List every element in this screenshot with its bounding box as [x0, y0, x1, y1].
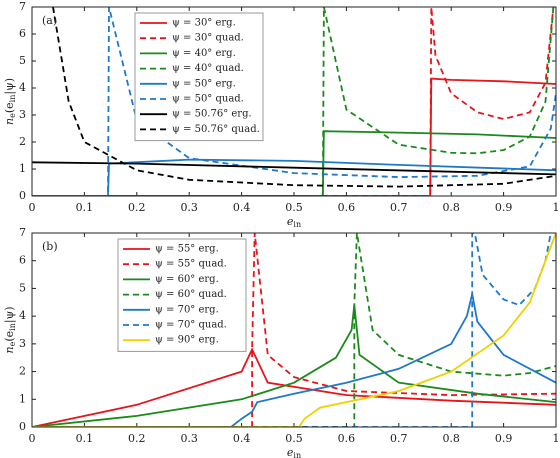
label-part: |ψ) — [3, 307, 17, 324]
x-tick-label: 0.1 — [76, 201, 94, 214]
legend-label: ψ = 55° quad. — [155, 259, 227, 270]
label-part: e — [287, 446, 294, 458]
y-tick-label: 6 — [19, 27, 26, 40]
legend-label: ψ = 30° quad. — [172, 33, 244, 44]
series-line — [32, 158, 556, 196]
label-subscript: in — [293, 220, 301, 229]
panel: 0 0.1 0.2 0.3 0.4 0.5 0.6 0.7 0.8 0.9 1 0 1 2 3 4 5 6 7 (b)… — [3, 226, 560, 458]
legend-label: ψ = 50° quad. — [172, 94, 244, 105]
y-tick-label: 7 — [19, 226, 26, 239]
panel-label: (b) — [42, 240, 58, 253]
series-line — [32, 7, 555, 196]
x-tick-label: 0.7 — [390, 201, 408, 214]
legend-box — [134, 12, 264, 142]
y-tick-label: 2 — [19, 135, 26, 148]
y-tick-label: 4 — [19, 81, 26, 94]
y-tick-label: 1 — [19, 392, 26, 405]
label-subscript: in — [293, 451, 301, 458]
panel: 0 0.1 0.2 0.3 0.4 0.5 0.6 0.7 0.8 0.9 1 0 1 2 3 4 5 6 7 (a)… — [3, 0, 560, 229]
x-tick-label: 0.2 — [128, 201, 146, 214]
legend-label: ψ = 70° erg. — [155, 304, 219, 315]
series-line — [32, 305, 556, 427]
y-tick-label: 5 — [19, 54, 26, 67]
x-tick-label: 0.9 — [495, 201, 513, 214]
plot-frame — [31, 232, 557, 428]
x-tick-label: 0.3 — [180, 432, 198, 445]
x-tick-label: 0.9 — [495, 432, 513, 445]
x-tick-label: 0.5 — [285, 201, 303, 214]
legend-label: ψ = 50.76° erg. — [172, 109, 252, 120]
label-subscript: e — [8, 341, 17, 346]
panel-label: (a) — [42, 14, 57, 27]
axis-label: ne(ein|ψ) — [3, 78, 17, 125]
x-tick-label: 0.3 — [180, 201, 198, 214]
x-tick-label: 0.6 — [338, 201, 356, 214]
legend-label: ψ = 60° erg. — [155, 274, 219, 285]
x-tick-label: 1 — [553, 201, 560, 214]
label-subscript: in — [8, 323, 17, 331]
series-line — [32, 233, 556, 427]
series-line — [32, 7, 555, 196]
label-part: n — [3, 118, 16, 125]
label-part: n — [3, 346, 16, 353]
series-line — [32, 130, 556, 196]
plot-frame — [31, 6, 557, 197]
legend: ψ = 55° erg. ψ = 55° quad. ψ = 60° erg. ψ =… — [117, 238, 247, 352]
label-part: |ψ) — [3, 78, 17, 95]
x-tick-label: 0.8 — [442, 432, 460, 445]
x-tick-label: 0.1 — [76, 432, 94, 445]
legend-label: ψ = 55° erg. — [155, 244, 219, 255]
y-tick-label: 4 — [19, 309, 26, 322]
label-subscript: in — [8, 95, 17, 103]
series-line — [32, 233, 556, 427]
series-group — [32, 233, 556, 427]
y-tick-label: 3 — [19, 337, 26, 350]
series-line — [32, 7, 556, 196]
x-tick-label: 0.4 — [233, 432, 251, 445]
series-group — [32, 7, 556, 196]
x-tick-label: 0.5 — [285, 432, 303, 445]
label-subscript: e — [8, 113, 17, 118]
legend-label: ψ = 30° erg. — [172, 18, 236, 29]
y-tick-label: 0 — [19, 189, 26, 202]
series-line — [32, 233, 556, 427]
axis-label: ein — [287, 446, 301, 458]
series-line — [32, 161, 556, 176]
series-line — [52, 7, 556, 188]
legend-label: ψ = 70° quad. — [155, 320, 227, 331]
legend-label: ψ = 50.76° quad. — [172, 124, 260, 135]
y-tick-label: 1 — [19, 162, 26, 175]
x-tick-label: 0 — [29, 201, 36, 214]
y-tick-label: 0 — [19, 420, 26, 433]
x-tick-label: 0.8 — [442, 201, 460, 214]
x-tick-label: 0.2 — [128, 432, 146, 445]
y-tick-label: 5 — [19, 281, 26, 294]
label-part: (e — [3, 102, 16, 113]
x-tick-label: 0.7 — [390, 432, 408, 445]
y-tick-label: 2 — [19, 365, 26, 378]
series-line — [32, 347, 556, 427]
y-tick-label: 6 — [19, 254, 26, 267]
axis-label: ein — [287, 215, 301, 229]
series-line — [32, 77, 556, 196]
series-line — [32, 233, 552, 427]
y-tick-label: 3 — [19, 108, 26, 121]
legend: ψ = 30° erg. ψ = 30° quad. ψ = 40° erg. ψ =… — [134, 12, 264, 142]
x-tick-label: 0.4 — [233, 201, 251, 214]
legend-label: ψ = 90° erg. — [155, 335, 219, 346]
series-line — [32, 293, 556, 427]
label-part: (e — [3, 331, 16, 342]
label-part: e — [287, 215, 294, 228]
x-tick-label: 0.6 — [338, 432, 356, 445]
legend-label: ψ = 40° quad. — [172, 63, 244, 74]
legend-label: ψ = 40° erg. — [172, 48, 236, 59]
x-tick-label: 1 — [553, 432, 560, 445]
legend-label: ψ = 50° erg. — [172, 78, 236, 89]
x-tick-label: 0 — [29, 432, 36, 445]
legend-label: ψ = 60° quad. — [155, 289, 227, 300]
legend-box — [117, 238, 247, 352]
axis-label: ne(ein|ψ) — [3, 307, 17, 354]
y-tick-label: 7 — [19, 0, 26, 13]
